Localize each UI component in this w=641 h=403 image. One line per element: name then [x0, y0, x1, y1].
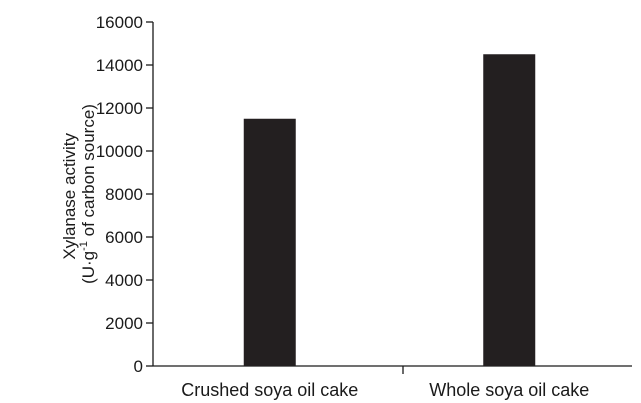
y-axis: 0 2000 4000 6000 8000 10000 12000 14000 16000: [96, 13, 154, 376]
bars: [243, 54, 536, 366]
y-tick-label: 4000: [105, 271, 143, 290]
bar: [483, 54, 536, 366]
y-tick-label: 8000: [105, 185, 143, 204]
x-category-label: Crushed soya oil cake: [181, 380, 358, 400]
y-tick-label: 16000: [96, 13, 143, 32]
y-tick-label: 0: [134, 357, 143, 376]
y-tick-label: 2000: [105, 314, 143, 333]
y-tick-label: 10000: [96, 142, 143, 161]
x-axis: [153, 365, 632, 374]
y-axis-title: Xylanase activity (U·g-1 of carbon sourc…: [60, 104, 98, 284]
y-axis-title-line1: Xylanase activity: [60, 133, 79, 260]
x-category-label: Whole soya oil cake: [429, 380, 589, 400]
y-tick-label: 14000: [96, 56, 143, 75]
bar: [243, 118, 296, 366]
y-axis-title-line2-suffix: of carbon source): [79, 104, 98, 241]
y-axis-title-superscript: -1: [78, 241, 90, 251]
y-axis-title-line2: (U·g-1 of carbon source): [78, 104, 98, 284]
y-tick-label: 12000: [96, 99, 143, 118]
y-tick-label: 6000: [105, 228, 143, 247]
y-axis-title-line2-prefix: (U·g: [79, 251, 98, 284]
x-tick-labels: Crushed soya oil cake Whole soya oil cake: [181, 380, 589, 400]
